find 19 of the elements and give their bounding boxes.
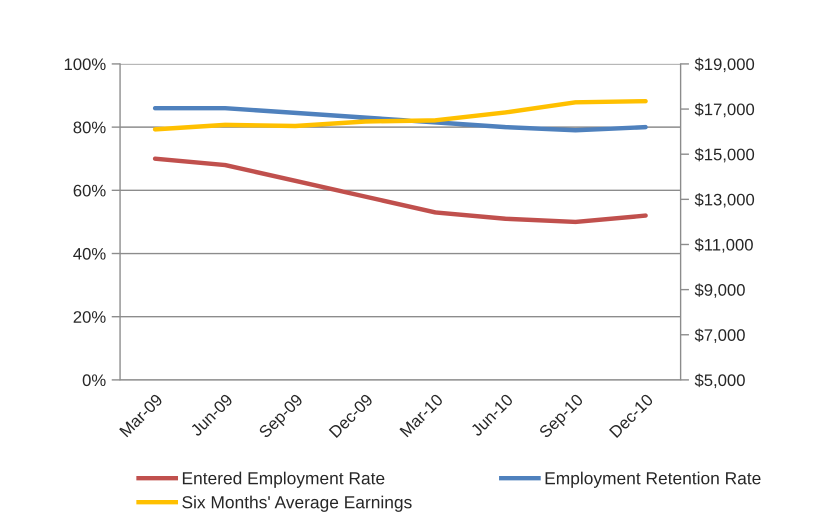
line-series [152, 156, 648, 224]
y-tick-label: 80% [74, 122, 106, 134]
y2-tick-label: $15,000 [694, 148, 754, 162]
legend-label: Six Months' Average Earnings [182, 496, 412, 512]
y2-tick-label: $13,000 [694, 193, 754, 208]
y-tick-label: 40% [73, 248, 106, 260]
y2-tick-label: $5,000 [694, 374, 745, 388]
y-tick-label: 100% [64, 58, 106, 70]
y-tick-label: 60% [74, 184, 106, 197]
y2-tick-label: $7,000 [694, 328, 745, 343]
y2-tick-label: $17,000 [694, 102, 754, 118]
y2-tick-label: $9,000 [694, 283, 745, 298]
y2-tick-label: $19,000 [694, 58, 754, 72]
y2-tick-label: $11,000 [694, 238, 753, 253]
line-series [152, 98, 648, 132]
y-tick-label: 20% [74, 311, 106, 323]
legend-label: Entered Employment Rate [182, 472, 384, 488]
legend-label: Employment Retention Rate [546, 472, 761, 488]
y-tick-label: 0% [82, 374, 106, 386]
